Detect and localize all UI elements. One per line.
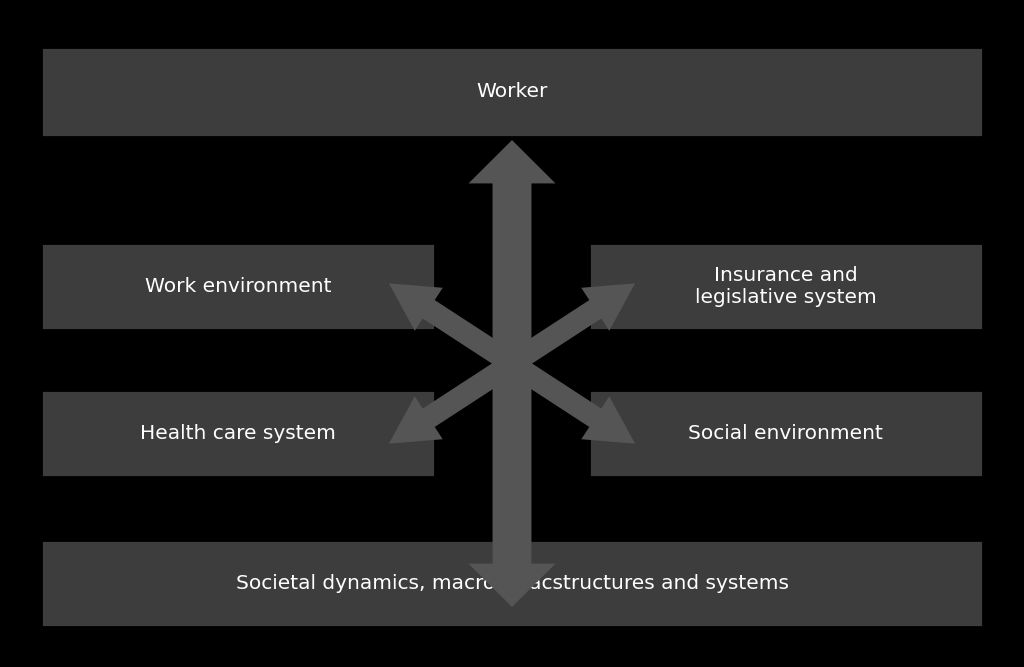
FancyBboxPatch shape bbox=[589, 390, 983, 477]
Text: Work environment: Work environment bbox=[144, 277, 332, 296]
FancyBboxPatch shape bbox=[589, 243, 983, 330]
Text: Societal dynamics, macroinfracstructures and systems: Societal dynamics, macroinfracstructures… bbox=[236, 574, 788, 593]
Text: Social environment: Social environment bbox=[688, 424, 884, 443]
FancyBboxPatch shape bbox=[41, 243, 435, 330]
FancyBboxPatch shape bbox=[41, 47, 983, 137]
Polygon shape bbox=[389, 283, 635, 444]
Polygon shape bbox=[469, 140, 555, 607]
FancyBboxPatch shape bbox=[41, 540, 983, 627]
Polygon shape bbox=[389, 283, 635, 444]
Text: Health care system: Health care system bbox=[140, 424, 336, 443]
FancyBboxPatch shape bbox=[41, 390, 435, 477]
Text: Worker: Worker bbox=[476, 82, 548, 101]
Text: Insurance and
legislative system: Insurance and legislative system bbox=[695, 266, 877, 307]
